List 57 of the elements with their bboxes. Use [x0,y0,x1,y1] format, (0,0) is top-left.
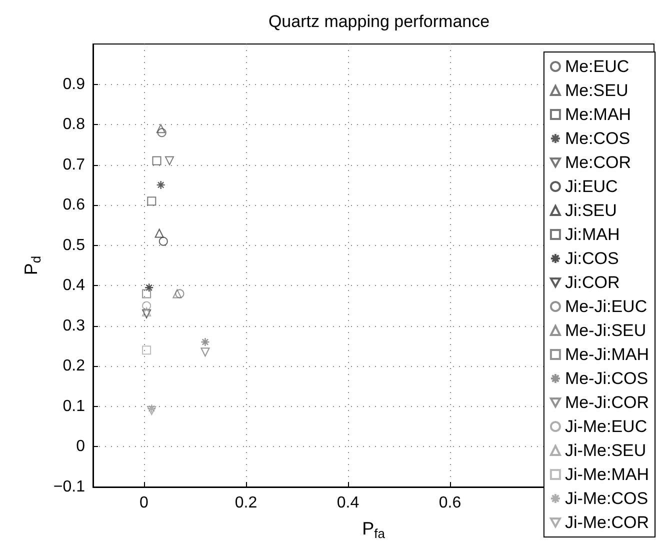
legend-label: Ji:MAH [564,225,620,244]
legend-label: Me-Ji:MAH [564,345,650,364]
y-tick-label: −0.1 [53,478,86,496]
y-tick-label: 0.4 [62,277,86,294]
point [142,289,152,298]
point [156,124,166,134]
y-tick-label: 0.3 [62,317,86,334]
point [158,236,168,246]
point [165,156,174,166]
legend-label: Me:EUC [564,57,630,76]
point [147,406,156,415]
point [142,346,152,355]
point [144,283,154,292]
point [200,348,210,357]
point [142,309,152,318]
x-tick-label: 0.6 [438,494,462,512]
y-tick-label: 0.6 [62,196,86,214]
y-tick-label: 0.7 [62,156,86,174]
legend-label: Ji-Me:COR [564,513,650,532]
y-tick-label: 0.9 [62,76,86,93]
point [175,289,184,298]
point [156,180,166,190]
legend-label: Me-Ji:SEU [564,321,646,340]
y-tick-label: 0.2 [62,358,86,375]
x-tick-label: 0.4 [336,494,360,512]
legend-label: Ji:EUC [564,177,618,196]
legend-label: Ji-Me:MAH [564,465,650,484]
legend-label: Me-Ji:COS [564,369,648,388]
legend-label: Ji:SEU [564,201,617,220]
legend-label: Me-Ji:COR [564,393,650,412]
y-tick-label: 0.5 [62,236,86,254]
point [147,404,156,414]
legend-label: Ji-Me:EUC [564,417,648,436]
legend-label: Me-Ji:EUC [564,297,648,316]
point [172,289,182,298]
point [142,301,152,310]
y-axis-title: Pd [21,256,44,276]
legend-label: Me:COS [564,129,630,148]
x-tick-label: 0.2 [234,494,258,512]
legend-label: Ji:COR [564,273,620,292]
y-tick-label: 0.8 [62,116,86,134]
point [147,196,156,206]
x-tick-label: 0 [140,494,149,512]
chart-title: Quartz mapping performance [268,12,490,31]
legend-label: Ji-Me:SEU [564,441,646,460]
legend-label: Me:SEU [564,81,628,100]
y-tick-label: 0 [76,438,86,456]
point [152,156,162,166]
point [142,307,152,316]
legend-label: Ji-Me:COS [564,489,648,508]
point [154,228,164,238]
legend-label: Ji:COS [564,249,619,268]
y-tick-label: 0.1 [62,398,86,415]
legend-label: Me:COR [564,153,632,172]
legend-label: Me:MAH [564,105,632,124]
point [200,337,210,347]
point [157,128,166,138]
